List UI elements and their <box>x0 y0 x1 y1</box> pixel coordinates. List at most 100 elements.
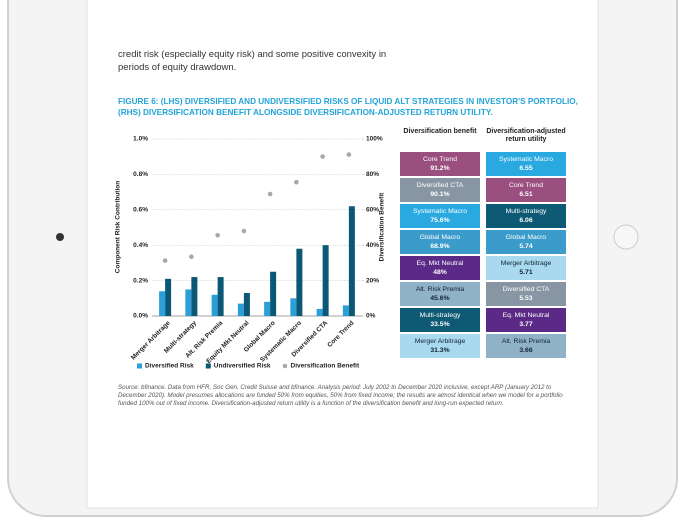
bar <box>159 291 166 316</box>
strategy-name: Systematic Macro <box>498 156 553 163</box>
table-row: Systematic Macro 75.6% Multi-strategy 6.06 <box>400 204 566 228</box>
body-text: credit risk (especially equity risk) and… <box>118 49 387 73</box>
strategy-name: Diversified CTA <box>416 182 464 189</box>
source-note: Source: bfinance. Data from HFR, Soc Gen… <box>118 384 563 407</box>
y2-tick-label: 0% <box>366 313 376 320</box>
home-button[interactable] <box>613 224 639 250</box>
strategy-name: Diversified CTA <box>502 286 550 293</box>
cell-value: 3.66 <box>519 347 533 354</box>
legend-label: Diversification Benefit <box>291 363 360 370</box>
table-row: Alt. Risk Premia 45.6% Diversified CTA 5.53 <box>400 282 566 306</box>
strategy-name: Systematic Macro <box>412 208 467 215</box>
bar <box>165 278 172 316</box>
bar <box>270 271 277 316</box>
strategy-name: Core Trend <box>508 182 543 189</box>
bar <box>217 277 224 316</box>
table-cell: Core Trend 91.2% <box>400 152 480 176</box>
table-cell: Multi-strategy 6.06 <box>486 204 566 228</box>
legend-label: Diversified Risk <box>145 363 194 370</box>
y2-axis-label: Diversification Benefit <box>379 192 386 261</box>
strategy-name: Merger Arbitrage <box>500 260 552 267</box>
tablet-screen <box>86 0 599 509</box>
ranking-table: Diversification benefit Diversification-… <box>400 128 566 358</box>
strategy-name: Merger Arbitrage <box>414 338 466 345</box>
bar <box>211 294 218 316</box>
cell-value: 6.06 <box>519 217 533 224</box>
strategy-name: Core Trend <box>422 156 457 163</box>
cell-value: 68.9% <box>430 243 450 250</box>
legend-label: Undiversified Risk <box>214 363 271 370</box>
bar <box>316 308 323 316</box>
table-cell: Diversified CTA 5.53 <box>486 282 566 306</box>
table-row: Multi-strategy 33.5% Eq. Mkt Neutral 3.77 <box>400 308 566 332</box>
table-cell: Merger Arbitrage 5.71 <box>486 256 566 280</box>
cell-value: 31.3% <box>430 347 450 354</box>
x-tick-label: Merger Arbitrage <box>130 319 172 361</box>
benefit-dot <box>241 228 247 234</box>
legend-swatch <box>282 363 288 369</box>
cell-value: 6.55 <box>519 165 533 172</box>
cell-value: 5.71 <box>519 269 533 276</box>
table-cell: Global Macro 5.74 <box>486 230 566 254</box>
table-cell: Eq. Mkt Neutral 48% <box>400 256 480 280</box>
camera <box>56 233 64 241</box>
cell-value: 6.51 <box>519 191 533 198</box>
cell-value: 75.6% <box>430 217 450 224</box>
table-row: Eq. Mkt Neutral 48% Merger Arbitrage 5.71 <box>400 256 566 280</box>
cell-value: 45.6% <box>430 295 450 302</box>
bar <box>322 245 329 316</box>
y2-tick-label: 40% <box>366 242 379 249</box>
bar <box>342 305 349 316</box>
bar <box>290 298 297 316</box>
cell-value: 91.2% <box>430 165 450 172</box>
table-cell: Merger Arbitrage 31.3% <box>400 334 480 358</box>
table-cell: Multi-strategy 33.5% <box>400 308 480 332</box>
x-tick-label: Core Trend <box>326 320 355 349</box>
y2-tick-label: 20% <box>366 277 379 284</box>
figure-caption: FIGURE 6: (LHS) DIVERSIFIED AND UNDIVERS… <box>118 97 578 117</box>
bar <box>237 303 244 316</box>
header-cell: Diversification-adjusted return utility <box>486 128 566 143</box>
table-cell: Eq. Mkt Neutral 3.77 <box>486 308 566 332</box>
benefit-dot <box>267 191 273 197</box>
benefit-dot <box>189 254 194 260</box>
y-tick-label: 0.4% <box>133 242 148 249</box>
header-cell: Diversification benefit <box>403 128 477 135</box>
table-cell: Alt. Risk Premia 3.66 <box>486 334 566 358</box>
benefit-dot <box>215 232 220 238</box>
cell-value: 5.74 <box>519 243 533 250</box>
table-row: Diversified CTA 90.1% Core Trend 6.51 <box>400 178 566 202</box>
table-cell: Core Trend 6.51 <box>486 178 566 202</box>
bar <box>296 248 303 316</box>
y2-tick-label: 100% <box>366 136 383 143</box>
table-cell: Alt. Risk Premia 45.6% <box>400 282 480 306</box>
benefit-dot <box>162 258 168 263</box>
legend-swatch <box>205 363 211 369</box>
y-tick-label: 0.8% <box>133 171 148 178</box>
cell-value: 33.5% <box>430 321 450 328</box>
y2-tick-label: 80% <box>366 171 379 178</box>
y-tick-label: 1.0% <box>133 136 148 143</box>
table-header: Diversification benefit Diversification-… <box>400 128 566 150</box>
benefit-dot <box>320 154 325 159</box>
table-cell: Systematic Macro 75.6% <box>400 204 480 228</box>
legend-swatch <box>137 363 142 369</box>
bar <box>348 206 355 316</box>
bar <box>185 289 192 316</box>
cell-value: 3.77 <box>519 321 533 328</box>
table-row: Global Macro 68.9% Global Macro 5.74 <box>400 230 566 254</box>
table-row: Core Trend 91.2% Systematic Macro 6.55 <box>400 152 566 176</box>
cell-value: 90.1% <box>430 191 450 198</box>
bar <box>264 301 271 316</box>
bar <box>191 277 198 316</box>
strategy-name: Eq. Mkt Neutral <box>502 312 550 319</box>
strategy-name: Eq. Mkt Neutral <box>416 260 464 267</box>
strategy-name: Alt. Risk Premia <box>501 338 551 345</box>
strategy-name: Global Macro <box>419 234 461 241</box>
strategy-name: Multi-strategy <box>505 208 547 215</box>
benefit-dot <box>294 179 299 185</box>
table-cell: Global Macro 68.9% <box>400 230 480 254</box>
benefit-dot <box>346 152 352 157</box>
table-row: Merger Arbitrage 31.3% Alt. Risk Premia 3.6… <box>400 334 566 358</box>
strategy-name: Alt. Risk Premia <box>415 286 465 293</box>
